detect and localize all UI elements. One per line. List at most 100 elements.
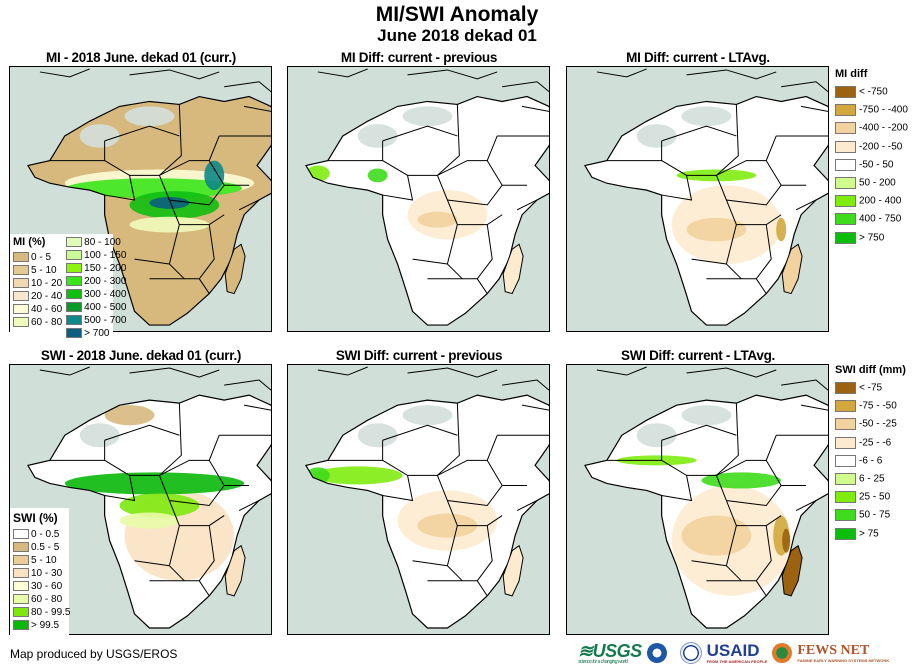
legend-item: 0.5 - 5 bbox=[13, 541, 69, 554]
legend-item: 80 - 99.5 bbox=[13, 606, 70, 619]
legend-title: SWI diff (mm) bbox=[835, 364, 906, 376]
legend-label: 100 - 150 bbox=[84, 250, 127, 261]
country-border bbox=[149, 580, 210, 597]
map-credit: Map produced by USGS/EROS bbox=[10, 647, 178, 661]
country-border bbox=[755, 224, 772, 280]
legend-swi-pct: SWI (%) 0 - 0.5 0.5 - 5 5 - 10 10 - 30 30 - … bbox=[10, 508, 70, 636]
legend-label: 500 - 700 bbox=[84, 315, 127, 326]
legend-item: 80 - 100 bbox=[66, 236, 126, 249]
legend-label: -25 - -6 bbox=[859, 437, 892, 449]
country-border bbox=[104, 424, 180, 441]
legend-swatch bbox=[835, 140, 856, 153]
anomaly-region bbox=[312, 466, 403, 485]
country-border bbox=[661, 175, 693, 201]
anomaly-region bbox=[367, 168, 388, 183]
country-border bbox=[795, 199, 817, 211]
legend-item: 5 - 10 bbox=[13, 264, 62, 277]
legend-label: 0.5 - 5 bbox=[31, 542, 60, 553]
neighbour-coastline bbox=[224, 81, 271, 93]
anomaly-region bbox=[776, 217, 787, 242]
neighbour-coastline bbox=[522, 404, 549, 411]
country-border bbox=[168, 525, 185, 582]
legend-swatch bbox=[66, 302, 83, 313]
legend-label: 50 - 75 bbox=[859, 509, 891, 521]
neighbour-coastline bbox=[224, 379, 271, 391]
legend-label: 80 - 100 bbox=[84, 237, 121, 248]
legend-item: 300 - 400 bbox=[66, 288, 126, 301]
country-border bbox=[168, 199, 225, 226]
anomaly-region bbox=[124, 106, 175, 127]
legend-item: 200 - 300 bbox=[66, 275, 126, 288]
legend-label: 5 - 10 bbox=[31, 265, 57, 276]
legend-swatch bbox=[13, 542, 29, 553]
country-border bbox=[208, 460, 250, 486]
country-border bbox=[238, 500, 260, 511]
legend-item: -25 - -6 bbox=[835, 436, 906, 455]
map-panel-swi-diff-lta bbox=[566, 364, 829, 635]
country-border bbox=[516, 500, 538, 511]
country-border bbox=[516, 199, 538, 211]
map-panel-mi-diff-lta bbox=[566, 66, 829, 332]
country-border bbox=[412, 258, 448, 265]
country-border bbox=[706, 278, 767, 294]
main-subtitle: June 2018 dekad 01 bbox=[377, 26, 537, 45]
country-border bbox=[382, 424, 458, 441]
neighbour-coastline bbox=[502, 81, 549, 93]
neighbour-coastline bbox=[244, 105, 271, 112]
legend-swi-diff: SWI diff (mm) < -75 -75 - -50 -50 - -25 -25… bbox=[835, 364, 906, 546]
country-border bbox=[606, 440, 663, 461]
fewsnet-globe-icon bbox=[772, 643, 793, 663]
legend-item: 50 - 75 bbox=[835, 509, 906, 527]
legend-label: < -750 bbox=[859, 86, 888, 98]
legend-swatch bbox=[13, 265, 29, 276]
anomaly-region bbox=[681, 106, 732, 127]
legend-swatch bbox=[835, 527, 856, 540]
anomaly-region bbox=[686, 217, 747, 242]
legend-item: -6 - 6 bbox=[835, 454, 906, 473]
country-border bbox=[427, 278, 488, 294]
legend-item: 100 - 150 bbox=[66, 249, 126, 262]
legend-item: -50 - 50 bbox=[835, 158, 908, 177]
neighbour-coastline bbox=[39, 366, 90, 376]
anomaly-region bbox=[129, 216, 210, 233]
country-border bbox=[104, 475, 136, 502]
panel-title-mi-diff-prev: MI Diff: current - previous bbox=[340, 50, 498, 65]
legend-swatch bbox=[835, 176, 856, 189]
legend-swatch bbox=[13, 291, 29, 302]
country-border bbox=[158, 175, 225, 206]
country-border bbox=[606, 140, 663, 162]
legend-label: 400 - 750 bbox=[859, 213, 902, 225]
legend-label: 10 - 30 bbox=[31, 568, 63, 579]
legend-item: > 750 bbox=[835, 231, 908, 250]
madagascar bbox=[224, 544, 246, 597]
legend-item: 400 - 750 bbox=[835, 213, 908, 231]
country-border bbox=[446, 525, 463, 582]
legend-swatch bbox=[13, 252, 29, 263]
country-border bbox=[716, 435, 777, 476]
country-border bbox=[725, 525, 742, 582]
usaid-seal-logo bbox=[679, 642, 702, 664]
neighbour-coastline bbox=[686, 69, 777, 80]
country-border bbox=[134, 560, 170, 567]
country-border bbox=[716, 403, 739, 476]
legend-title: MI (%) bbox=[13, 236, 46, 248]
country-border bbox=[725, 500, 782, 527]
legend-item: -75 - -50 bbox=[835, 400, 906, 418]
africa-map bbox=[27, 68, 271, 326]
country-border bbox=[716, 135, 777, 176]
country-border bbox=[446, 199, 503, 226]
neighbour-coastline bbox=[129, 367, 220, 378]
madagascar bbox=[224, 243, 246, 295]
legend-label: 0 - 5 bbox=[31, 252, 52, 263]
neighbour-coastline bbox=[596, 366, 647, 376]
legend-swatch bbox=[66, 328, 83, 339]
anomaly-region bbox=[64, 472, 245, 495]
country-border bbox=[476, 224, 493, 280]
country-border bbox=[149, 278, 210, 294]
legend-swatch bbox=[13, 304, 29, 315]
anomaly-region bbox=[204, 160, 225, 191]
country-border bbox=[436, 175, 503, 206]
legend-swatch bbox=[66, 237, 83, 248]
legend-label: 30 - 60 bbox=[31, 581, 63, 592]
africa-map bbox=[584, 68, 828, 326]
